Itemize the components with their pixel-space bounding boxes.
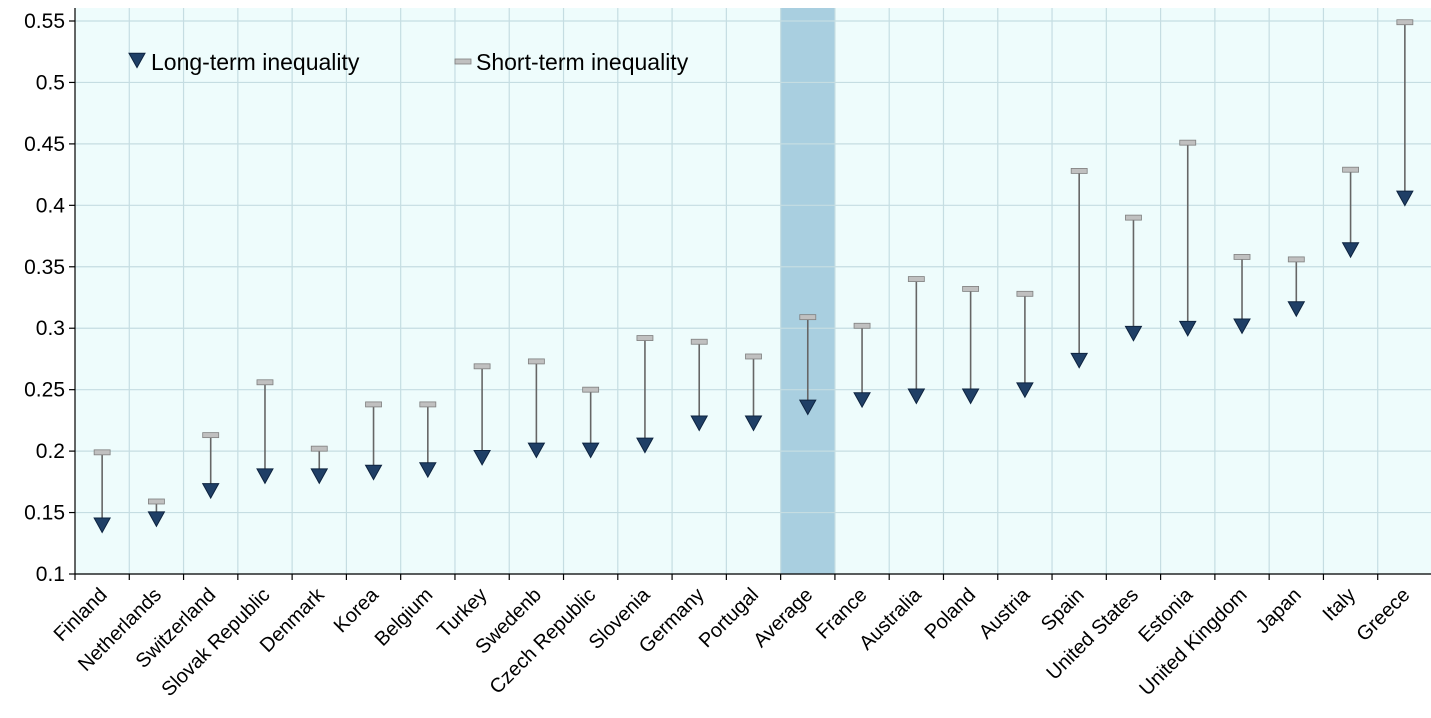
category-label-average: Average [749,584,817,652]
short-term-marker-denmark [310,445,328,452]
short-term-marker-slovenia [636,335,654,341]
category-label-belgium: Belgium [371,584,438,651]
short-term-marker-korea [365,401,382,408]
long-term-marker-belgium [418,462,437,479]
long-term-marker-estonia [1178,320,1197,337]
short-term-marker-united-states [1125,214,1142,221]
plot-background [75,8,1431,574]
long-term-marker-united-kingdom [1233,318,1251,335]
short-term-marker-swedenb [527,358,545,365]
y-tick-label: 0.5 [36,71,65,94]
long-term-marker-greece [1396,190,1414,207]
short-term-marker-portugal [745,353,762,360]
long-term-marker-australia [907,388,926,405]
short-term-marker-finland [93,449,111,456]
long-term-marker-switzerland [201,483,220,500]
short-term-marker-australia [907,276,925,282]
short-term-marker-austria [1016,290,1034,297]
long-term-marker-finland [93,517,111,534]
long-term-marker-spain [1070,352,1089,369]
short-term-marker-italy [1342,166,1359,173]
legend-short-term-label: Short-term inequality [476,49,689,75]
long-term-marker-czech-republic [581,442,600,459]
average-highlight-band [780,8,835,574]
long-term-marker-netherlands [147,511,166,528]
short-term-marker-average [799,314,817,321]
short-term-marker-spain [1070,168,1088,174]
long-term-marker-denmark [310,468,329,485]
short-term-marker-united-kingdom [1233,254,1251,260]
y-tick-label: 0.3 [36,317,65,340]
y-tick-label: 0.35 [24,256,65,279]
long-term-marker-swedenb [527,442,546,459]
category-label-spain: Spain [1037,584,1089,636]
category-label-poland: Poland [921,584,981,644]
long-term-marker-italy [1341,242,1360,259]
y-tick-label: 0.25 [24,379,65,402]
short-term-marker-slovak-republic [256,379,274,386]
short-term-marker-estonia [1179,139,1197,146]
legend-long-term-label: Long-term inequality [151,49,360,75]
long-term-marker-turkey [473,449,491,466]
short-term-marker-belgium [419,401,437,408]
short-term-marker-turkey [473,363,491,370]
category-label-portugal: Portugal [695,584,763,652]
long-term-marker-korea [364,464,383,481]
long-term-marker-france [853,392,871,409]
long-term-marker-austria [1016,382,1034,399]
category-label-italy: Italy [1319,584,1360,625]
y-tick-label: 0.55 [24,10,65,33]
long-term-marker-germany [690,415,709,432]
short-term-marker-netherlands [148,498,165,505]
y-tick-label: 0.4 [36,194,66,217]
long-term-marker-average [798,399,817,416]
short-term-marker-japan [1287,256,1305,263]
short-term-marker-poland [962,285,980,292]
legend-long-term-marker [128,52,146,69]
long-term-marker-japan [1287,301,1306,318]
long-term-marker-portugal [744,415,763,432]
short-term-marker-germany [690,338,708,345]
legend-short-term-marker [454,58,472,65]
category-label-greece: Greece [1352,584,1414,646]
short-term-marker-greece [1396,19,1414,26]
category-label-japan: Japan [1252,584,1306,638]
short-term-marker-france [853,322,871,329]
category-label-austria: Austria [975,583,1035,643]
y-tick-label: 0.15 [24,502,65,525]
short-term-marker-czech-republic [582,386,600,393]
long-term-marker-united-states [1124,325,1143,342]
y-tick-label: 0.45 [24,133,65,156]
y-tick-label: 0.2 [36,440,65,463]
long-term-marker-slovenia [636,437,654,454]
legend: Long-term inequality Short-term inequali… [128,49,689,75]
long-term-marker-slovak-republic [256,468,274,485]
long-term-marker-poland [961,388,980,405]
y-tick-label: 0.1 [36,563,65,586]
short-term-marker-switzerland [202,432,220,439]
